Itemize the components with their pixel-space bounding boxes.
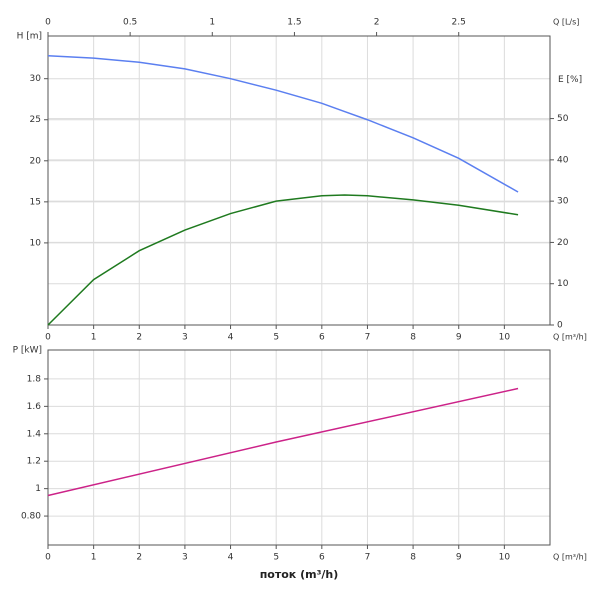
x-axis-label: Q [m³/h] — [553, 333, 587, 342]
y-tick-label: 1.2 — [27, 457, 41, 467]
plot-frame — [47, 349, 551, 546]
y-tick-label: 30 — [30, 74, 42, 84]
x2-tick-label: 2.5 — [452, 18, 466, 28]
y-tick-label: 0.80 — [21, 512, 41, 522]
x-tick-label: 10 — [499, 333, 511, 343]
x-axis-title: поток (m³/h) — [260, 568, 339, 581]
series-line — [47, 194, 519, 326]
y-tick-label: 1 — [35, 484, 41, 494]
y-tick-label: 10 — [30, 238, 42, 248]
x-tick-label: 10 — [499, 553, 511, 563]
y2-tick-label: 10 — [557, 279, 569, 289]
x-tick-label: 5 — [273, 553, 279, 563]
x-tick-label: 0 — [45, 333, 51, 343]
x-tick-label: 7 — [365, 553, 371, 563]
x2-tick-label: 2 — [374, 18, 380, 28]
y-axis-label: H [m] — [17, 32, 42, 42]
y-tick-label: 1.4 — [27, 429, 42, 439]
x-tick-label: 8 — [410, 553, 416, 563]
y-tick-label: 25 — [30, 115, 41, 125]
x-tick-label: 7 — [365, 333, 371, 343]
y-tick-label: 1.8 — [27, 374, 42, 384]
x-tick-label: 3 — [182, 333, 188, 343]
x2-axis-label: Q [L/s] — [553, 18, 579, 27]
y-tick-label: 1.6 — [27, 402, 42, 412]
y2-tick-label: 30 — [557, 197, 569, 207]
plot-frame — [47, 35, 551, 326]
x-tick-label: 8 — [410, 333, 416, 343]
x2-tick-label: 0.5 — [123, 18, 137, 28]
x-tick-label: 2 — [136, 333, 142, 343]
x-tick-label: 4 — [228, 553, 234, 563]
x-tick-label: 5 — [273, 333, 279, 343]
y-tick-label: 20 — [30, 156, 42, 166]
x-tick-label: 9 — [456, 333, 462, 343]
x2-tick-label: 1 — [209, 18, 215, 28]
x-tick-label: 0 — [45, 553, 51, 563]
y2-tick-label: 20 — [557, 238, 569, 248]
x-tick-label: 1 — [91, 333, 97, 343]
x2-tick-label: 0 — [45, 18, 51, 28]
x-tick-label: 6 — [319, 553, 325, 563]
y2-axis-label: E [%] — [558, 75, 582, 85]
x-tick-label: 2 — [136, 553, 142, 563]
y-tick-label: 15 — [30, 197, 41, 207]
x-axis-label: Q [m³/h] — [553, 553, 587, 562]
series-line — [47, 54, 519, 193]
series-line — [47, 387, 519, 497]
x-tick-label: 3 — [182, 553, 188, 563]
x2-tick-label: 1.5 — [287, 18, 301, 28]
y2-tick-label: 0 — [557, 321, 563, 331]
x-tick-label: 4 — [228, 333, 234, 343]
y-axis-label: P [kW] — [13, 346, 42, 356]
x-tick-label: 9 — [456, 553, 462, 563]
x-tick-label: 1 — [91, 553, 97, 563]
x-tick-label: 6 — [319, 333, 325, 343]
y2-tick-label: 50 — [557, 114, 569, 124]
y2-tick-label: 40 — [557, 155, 569, 165]
